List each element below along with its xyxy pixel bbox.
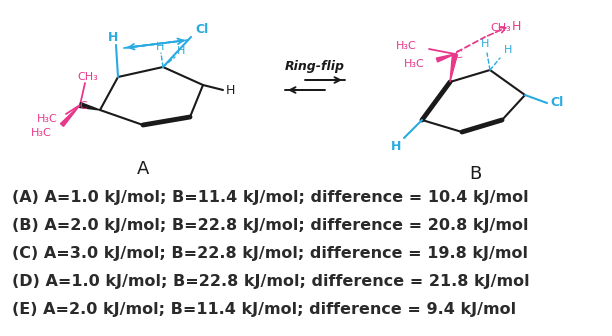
Text: (C) A=3.0 kJ/mol; B=22.8 kJ/mol; difference = 19.8 kJ/mol: (C) A=3.0 kJ/mol; B=22.8 kJ/mol; differe… xyxy=(12,246,528,261)
Polygon shape xyxy=(450,53,457,82)
Text: H: H xyxy=(512,19,521,33)
Text: H₃C: H₃C xyxy=(31,128,52,138)
Text: B: B xyxy=(469,165,481,183)
Text: H₃C: H₃C xyxy=(405,59,425,69)
Text: (D) A=1.0 kJ/mol; B=22.8 kJ/mol; difference = 21.8 kJ/mol: (D) A=1.0 kJ/mol; B=22.8 kJ/mol; differe… xyxy=(12,274,529,289)
Text: H: H xyxy=(481,39,489,49)
Text: C: C xyxy=(79,101,87,111)
Text: (A) A=1.0 kJ/mol; B=11.4 kJ/mol; difference = 10.4 kJ/mol: (A) A=1.0 kJ/mol; B=11.4 kJ/mol; differe… xyxy=(12,190,529,205)
Text: CH₃: CH₃ xyxy=(490,23,511,33)
Text: H: H xyxy=(504,45,512,55)
Polygon shape xyxy=(436,54,455,62)
Text: A: A xyxy=(137,160,149,178)
Text: H₃C: H₃C xyxy=(396,41,417,51)
Text: H: H xyxy=(177,46,185,56)
Text: (B) A=2.0 kJ/mol; B=22.8 kJ/mol; difference = 20.8 kJ/mol: (B) A=2.0 kJ/mol; B=22.8 kJ/mol; differe… xyxy=(12,218,529,233)
Text: CH₃: CH₃ xyxy=(78,72,99,82)
Polygon shape xyxy=(80,102,100,110)
Text: Cl: Cl xyxy=(195,23,208,36)
Polygon shape xyxy=(61,105,80,126)
Text: H₃C: H₃C xyxy=(37,114,58,124)
Text: H: H xyxy=(156,42,164,52)
Text: H: H xyxy=(226,84,236,96)
Text: Ring-flip: Ring-flip xyxy=(285,60,345,73)
Text: Cl: Cl xyxy=(550,96,563,110)
Text: C: C xyxy=(454,50,462,60)
Text: (E) A=2.0 kJ/mol; B=11.4 kJ/mol; difference = 9.4 kJ/mol: (E) A=2.0 kJ/mol; B=11.4 kJ/mol; differe… xyxy=(12,302,516,317)
Text: H: H xyxy=(390,140,401,153)
Text: H: H xyxy=(108,31,118,44)
